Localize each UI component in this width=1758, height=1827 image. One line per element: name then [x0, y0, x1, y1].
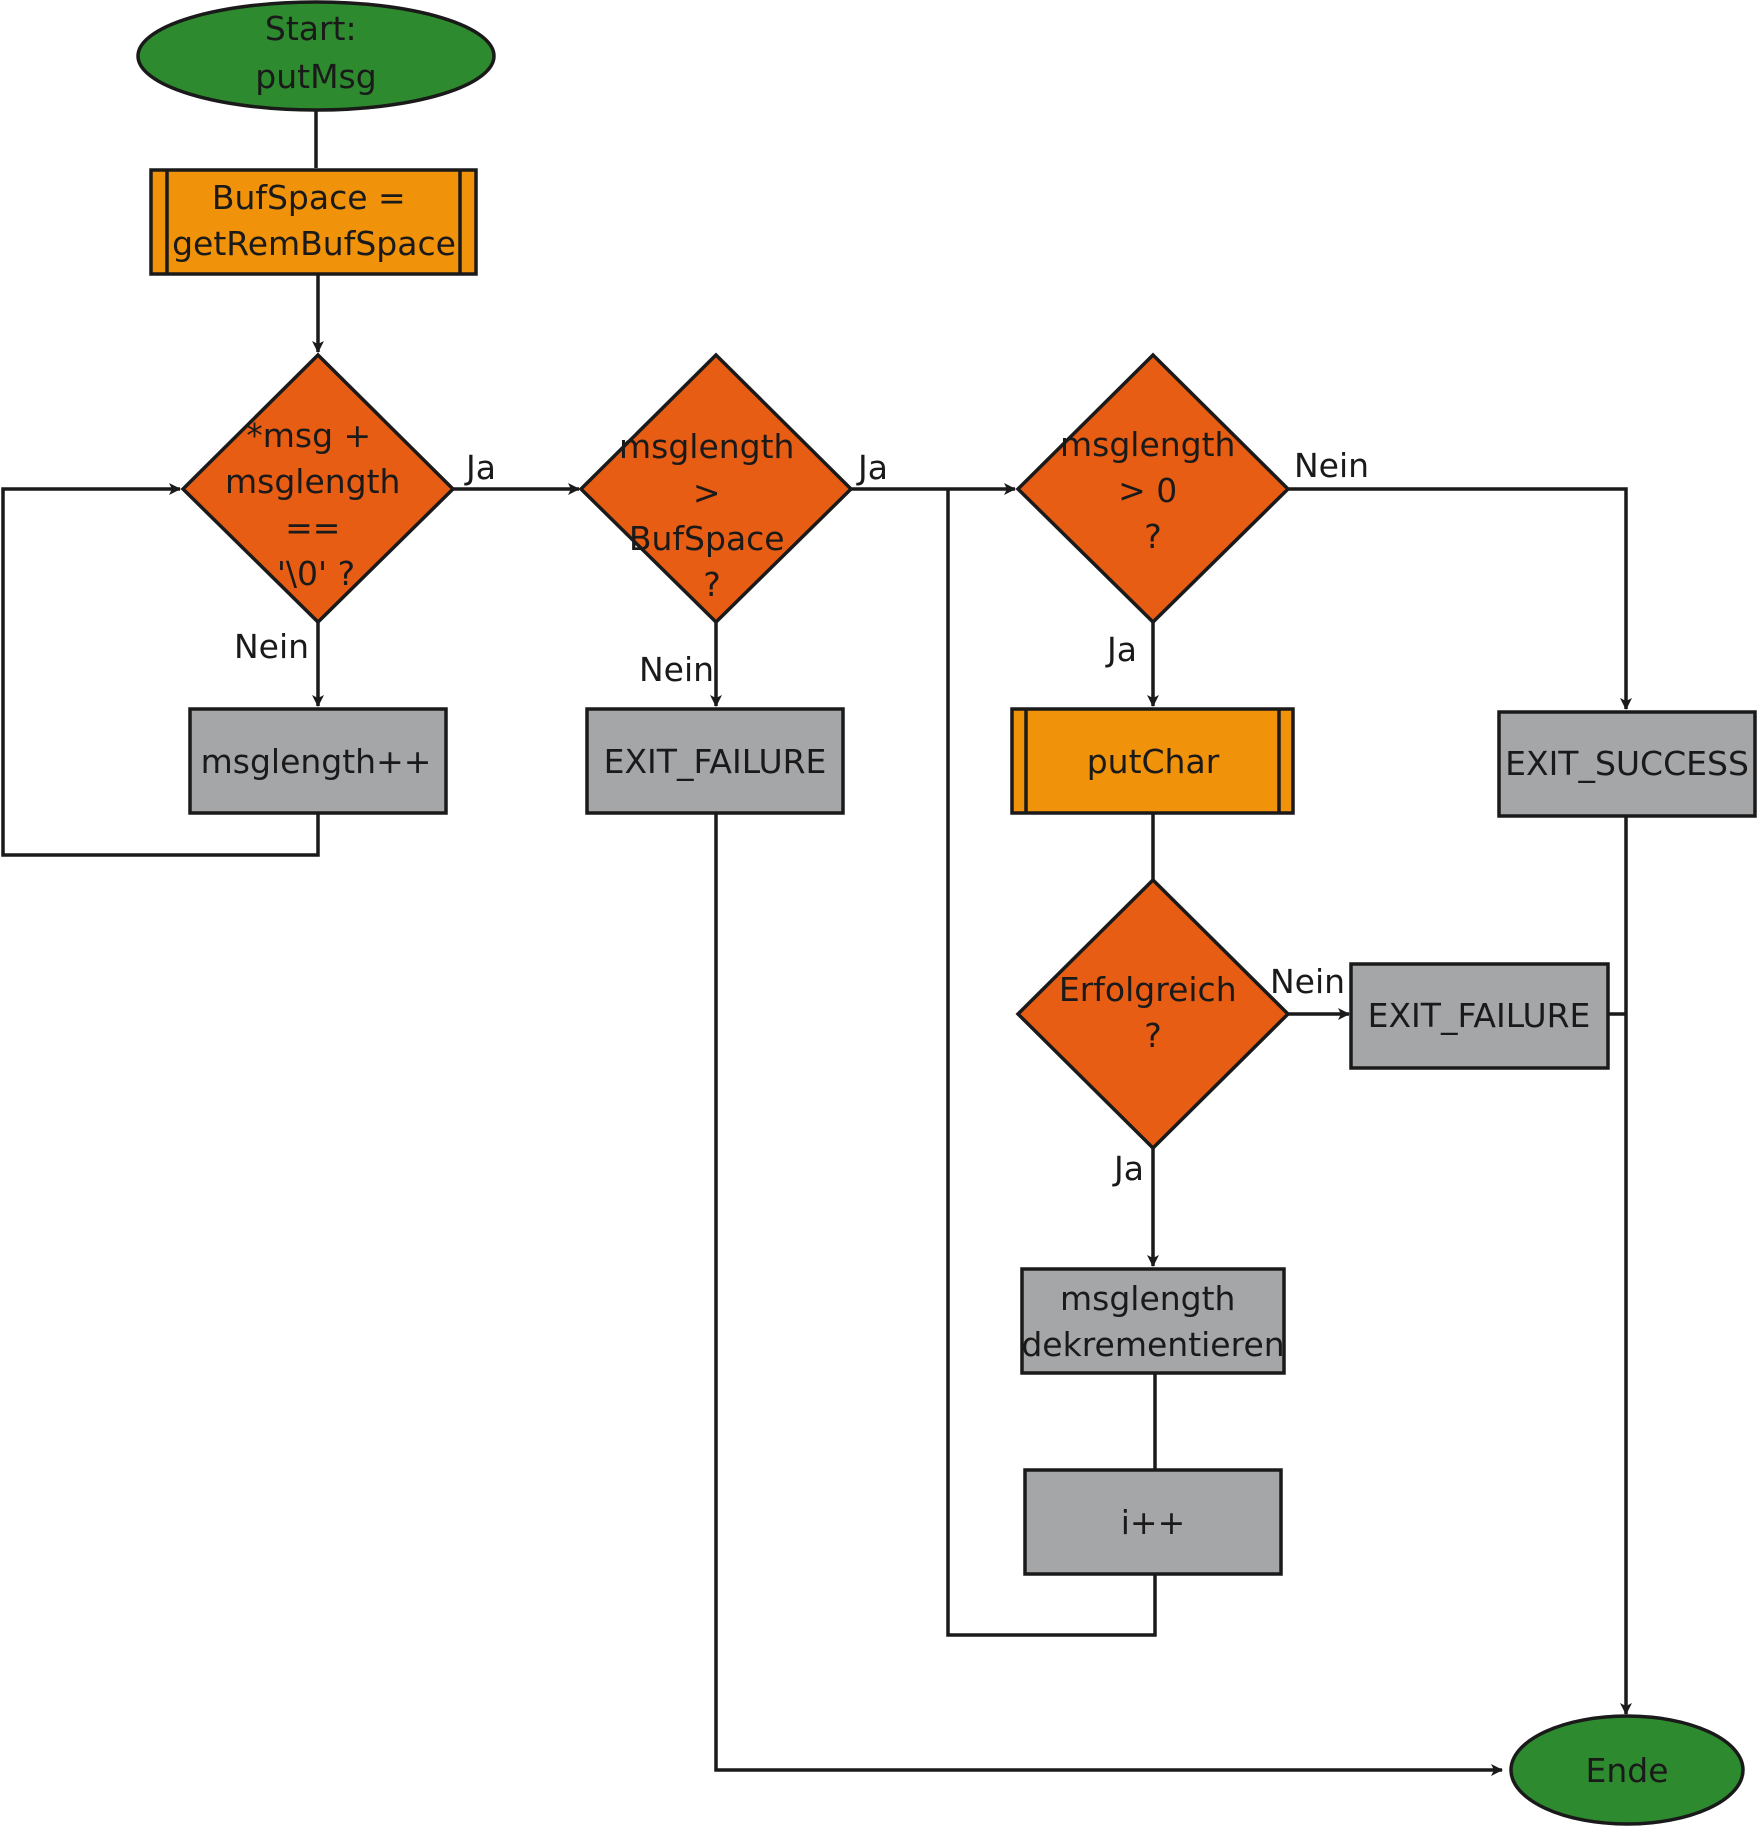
connectors — [1, 110, 1632, 1776]
end-terminal: Ende — [1509, 1714, 1745, 1826]
check-space-line-2: > — [693, 473, 721, 512]
bufspace-box — [149, 168, 478, 276]
check-ok-line-1: Erfolgreich — [1059, 970, 1237, 1009]
svg-text:Erfolgreich ?: Erfolgreich ? — [1059, 970, 1247, 1055]
label-check-ok-yes: Ja — [1112, 1149, 1144, 1188]
edge-labels: Ja Nein Ja Nein Nein Ja Nein Ja — [234, 446, 1369, 1188]
fail-1-label: EXIT_FAILURE — [604, 742, 827, 781]
check-ok-line-2: ? — [1144, 1016, 1162, 1055]
decision-check-end: *msg + msglength == '\0' ? — [180, 352, 456, 625]
check-end-line-1: *msg + — [246, 416, 371, 455]
len-inc-label: msglength++ — [201, 742, 432, 781]
label-check-len-yes: Ja — [1105, 630, 1137, 669]
svg-text:msglength > 0 ?: msglength > 0 ? — [1060, 425, 1246, 556]
end-label: Ende — [1585, 1751, 1668, 1790]
len-dec-box — [1020, 1267, 1286, 1375]
label-check-end-no: Nein — [234, 627, 309, 666]
decision-check-len: msglength > 0 ? — [1015, 352, 1291, 625]
label-check-end-yes: Ja — [464, 448, 496, 487]
edge-check-len-no — [1288, 487, 1632, 710]
len-dec-line-2: dekrementieren — [1021, 1325, 1284, 1364]
check-space-line-3: BufSpace — [629, 519, 785, 558]
process-len-inc: msglength++ — [188, 707, 448, 815]
success-box — [1497, 710, 1757, 818]
process-success: EXIT_SUCCESS — [1497, 710, 1757, 818]
edge-loop-back — [1, 483, 320, 857]
len-inc-box — [188, 707, 448, 815]
check-space-line-4: ? — [703, 565, 721, 604]
edge-inc-loop — [946, 489, 1157, 1637]
fail-2-box — [1349, 962, 1610, 1070]
process-i-inc: i++ — [1023, 1468, 1283, 1576]
check-len-line-1: msglength — [1060, 425, 1235, 464]
success-label: EXIT_SUCCESS — [1505, 744, 1749, 783]
process-len-dec: msglength dekrementieren — [1020, 1267, 1286, 1375]
putchar-box — [1010, 707, 1295, 815]
check-len-line-2: > 0 — [1118, 471, 1177, 510]
fail-2-label: EXIT_FAILURE — [1368, 996, 1591, 1035]
putchar-label: putChar — [1087, 742, 1220, 781]
decision-check-len-diamond — [1015, 352, 1291, 625]
decision-check-space: msglength > BufSpace ? — [578, 352, 854, 625]
decision-check-space-diamond — [578, 352, 854, 625]
putchar-subprocess: putChar — [1010, 707, 1295, 815]
decision-check-ok: Erfolgreich ? — [1015, 877, 1291, 1151]
svg-text:msglength > BufSpa: msglength > BufSpace ? — [619, 427, 805, 604]
bufspace-label-line-2: getRemBufSpace — [172, 224, 456, 263]
label-check-len-no: Nein — [1294, 446, 1369, 485]
svg-text:BufSpace = getRemBufSpac: BufSpace = getRemBufSpace — [172, 178, 456, 263]
process-fail-1: EXIT_FAILURE — [585, 707, 845, 815]
process-fail-2: EXIT_FAILURE — [1349, 962, 1610, 1070]
check-len-line-3: ? — [1144, 517, 1162, 556]
svg-text:Start: putMsg: Start: putMsg — [255, 9, 376, 96]
end-ellipse — [1509, 1714, 1745, 1826]
start-label-line-1: Start: — [265, 9, 357, 48]
check-end-line-2: msglength — [225, 462, 400, 501]
label-check-ok-no: Nein — [1270, 962, 1345, 1001]
svg-text:msglength dekrementieren: msglength dekrementieren — [1021, 1279, 1284, 1364]
decision-check-end-diamond — [180, 352, 456, 625]
check-space-line-1: msglength — [619, 427, 794, 466]
label-check-space-no: Nein — [639, 650, 714, 689]
label-check-space-yes: Ja — [856, 448, 888, 487]
i-inc-label: i++ — [1121, 1503, 1185, 1542]
start-ellipse — [136, 0, 496, 112]
check-end-line-4: '\0' ? — [277, 554, 355, 593]
start-terminal: Start: putMsg — [136, 0, 496, 112]
decision-check-ok-diamond — [1015, 877, 1291, 1151]
bufspace-label-line-1: BufSpace = — [212, 178, 406, 217]
svg-text:*msg + msglength =: *msg + msglength == '\0' ? — [225, 416, 411, 593]
bufspace-subprocess: BufSpace = getRemBufSpace — [149, 168, 478, 276]
edge-fail1-end — [714, 813, 1503, 1776]
start-label-line-2: putMsg — [255, 57, 376, 96]
check-end-line-3: == — [285, 508, 340, 547]
len-dec-line-1: msglength — [1060, 1279, 1235, 1318]
i-inc-box — [1023, 1468, 1283, 1576]
fail-1-box — [585, 707, 845, 815]
